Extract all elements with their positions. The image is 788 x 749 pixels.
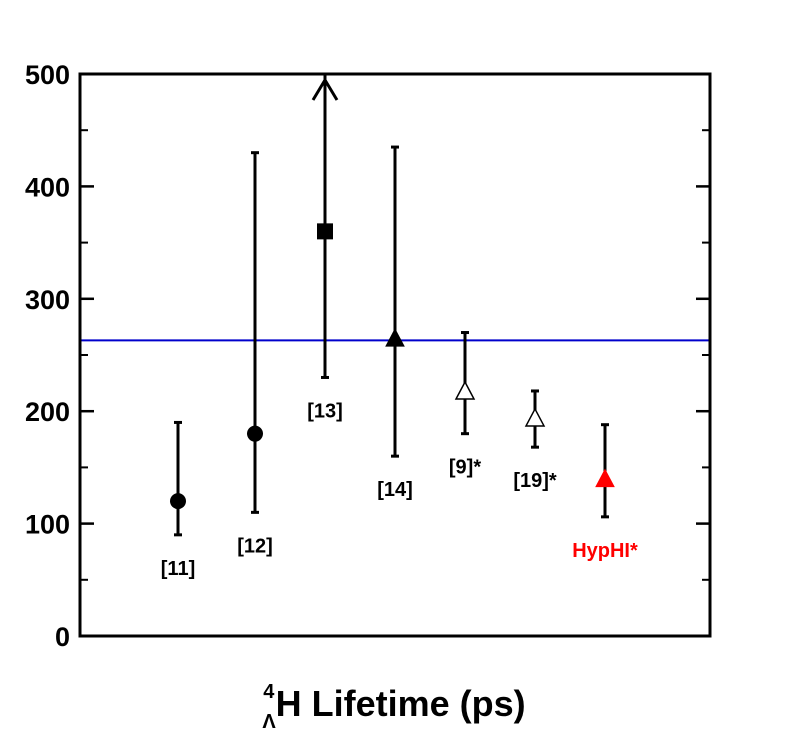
data-point-label: [13] [307,400,343,422]
y-axis: 0 100 200 300 400 500 [25,60,710,652]
y-tick-label: 0 [55,622,70,652]
marker-triangle-open [524,407,546,427]
data-point: [14] [377,145,413,501]
data-point-label: [14] [377,479,413,501]
data-point-label: [12] [237,535,273,557]
data-point-label: [9]* [449,457,481,479]
data-point-label: [19]* [513,470,557,492]
marker-triangle-open [454,380,476,400]
data-point: HypHI* [572,423,638,562]
data-point-label: [11] [161,558,195,580]
y-tick-label: 300 [25,285,70,315]
x-axis-title-text: H Lifetime (ps) [276,683,526,724]
y-tick-label: 500 [25,60,70,90]
y-tick-label: 100 [25,510,70,540]
data-point-label: HypHI* [572,540,638,562]
data-point: [9]* [449,331,481,479]
data-point: [11] [161,420,195,580]
x-axis-title-subscript: Λ [262,711,276,733]
data-points-layer: [11] [12] [13] [14] [9]* [19]* HypHI* [161,74,638,580]
error-arrow-up [311,77,339,101]
data-point: [12] [237,151,273,557]
marker-triangle-filled [385,328,405,347]
x-axis-title: 4 ΛH Lifetime (ps) [262,681,525,733]
marker-circle [170,493,186,510]
y-tick-label: 200 [25,397,70,427]
x-axis-title-superscript: 4 [263,681,275,703]
marker-circle [247,425,263,442]
marker-triangle-filled [595,468,615,488]
y-tick-label: 400 [25,172,70,202]
marker-square [317,223,333,240]
data-point: [19]* [513,389,557,492]
data-point: [13] [307,74,343,422]
